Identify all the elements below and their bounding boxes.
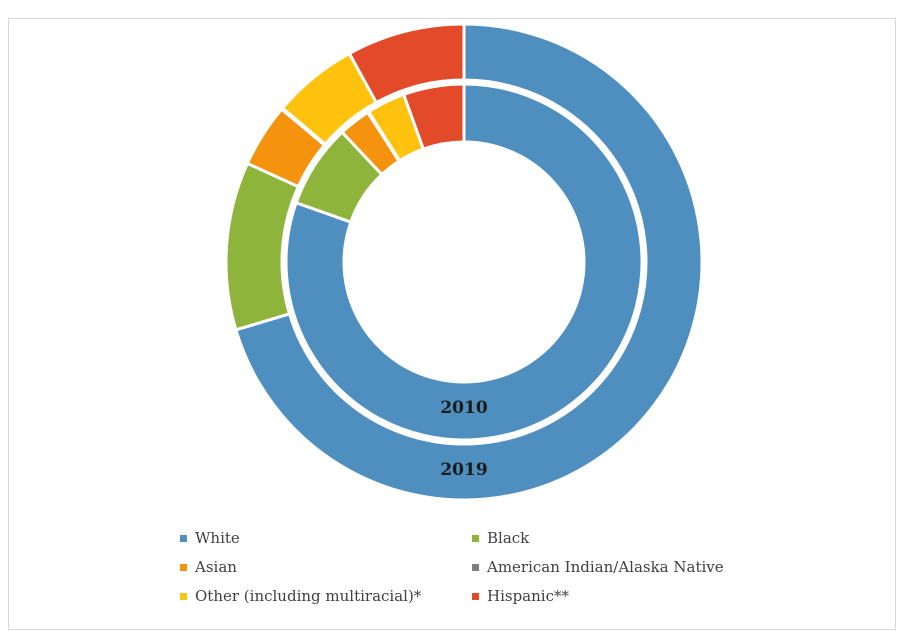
legend-label-asian: Asian <box>195 558 237 576</box>
legend-swatch-black <box>472 534 479 542</box>
legend-swatch-american-indian <box>472 563 479 571</box>
donut-chart: 2010 2019 <box>224 22 704 502</box>
legend: White Black Asian American Indian/Alaska… <box>180 528 820 606</box>
slice-2019-hispanic[interactable] <box>347 22 466 105</box>
legend-swatch-asian <box>180 563 187 571</box>
legend-label-other: Other (including multiracial)* <box>195 587 422 605</box>
legend-swatch-other <box>180 592 187 600</box>
legend-label-white: White <box>195 529 240 547</box>
legend-swatch-hispanic <box>472 592 479 600</box>
legend-label-black: Black <box>487 529 530 547</box>
inner-ring-label: 2010 <box>440 398 487 418</box>
legend-swatch-white <box>180 534 187 542</box>
legend-item-asian[interactable]: Asian <box>180 557 472 577</box>
legend-item-american-indian[interactable]: American Indian/Alaska Native <box>472 557 820 577</box>
legend-item-black[interactable]: Black <box>472 528 820 548</box>
slice-2010-white[interactable] <box>284 82 644 442</box>
slice-2010-hispanic[interactable] <box>401 82 466 152</box>
rings <box>224 22 704 502</box>
legend-item-other[interactable]: Other (including multiracial)* <box>180 586 472 606</box>
legend-label-hispanic: Hispanic** <box>487 587 569 605</box>
outer-ring-label: 2019 <box>440 460 487 480</box>
slice-2019-white[interactable] <box>234 22 704 502</box>
legend-label-american-indian: American Indian/Alaska Native <box>487 558 724 576</box>
legend-item-white[interactable]: White <box>180 528 472 548</box>
legend-item-hispanic[interactable]: Hispanic** <box>472 586 820 606</box>
